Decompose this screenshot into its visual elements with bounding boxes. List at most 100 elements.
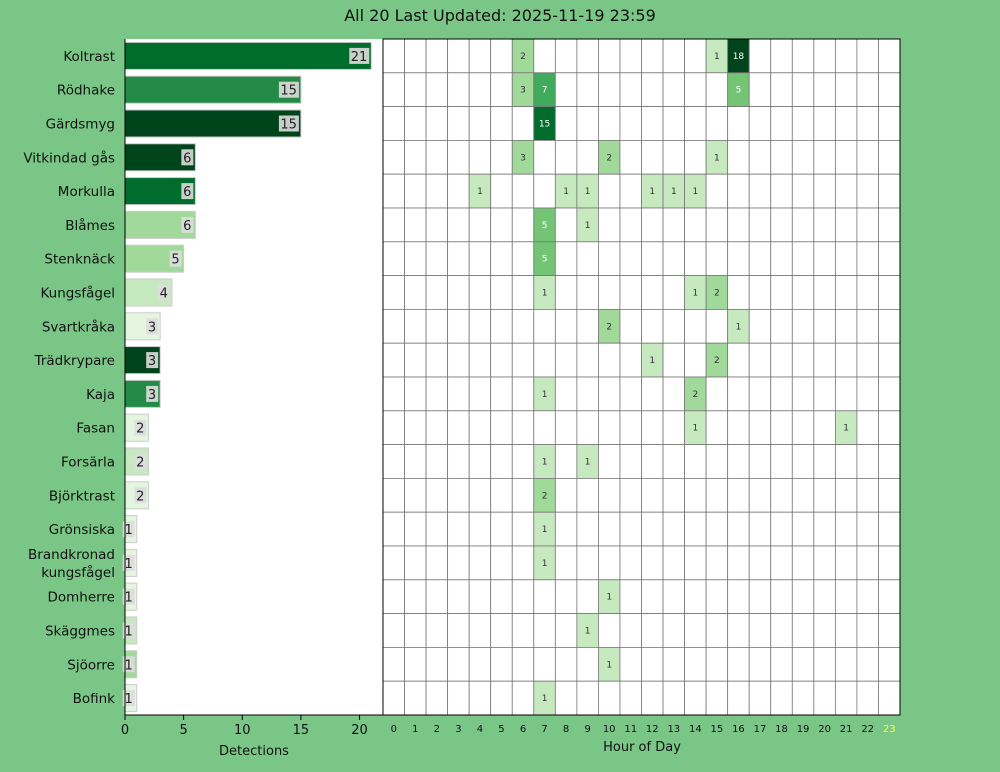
heatmap-cell [533,308,556,344]
hour-tick-label: 8 [563,724,569,735]
heatmap-cell [598,477,621,513]
hour-tick-label: 10 [603,724,616,735]
heatmap-cell [447,376,470,412]
category-label: Kaja [86,387,115,403]
heatmap-cell [404,613,427,648]
heatmap-cell [511,545,535,581]
heatmap-cell [791,579,815,614]
heatmap-cell [576,647,599,682]
heatmap-cell [447,72,470,108]
heatmap-cell [619,579,642,614]
heatmap-cell [684,477,707,513]
bar-value-label-bg [278,115,299,132]
heatmap-cell [834,38,858,74]
category-label: Grönsiska [49,522,115,538]
heatmap-cell [619,613,642,648]
heatmap-cell [748,173,772,209]
heatmap-cell [662,376,685,412]
heatmap-cell [598,241,621,277]
bar-value-label: 15 [280,118,297,133]
heatmap-cell [598,511,621,547]
heatmap-cell [705,241,729,277]
heatmap-cell [533,613,556,648]
heatmap-cell [856,275,879,310]
heatmap-cell [813,106,836,141]
heatmap-cell [554,545,578,581]
heatmap-cell [856,342,879,378]
heatmap-cell [641,207,664,243]
heatmap-cell [813,444,836,479]
heatmap-cell [533,173,556,209]
heatmap-cell [791,444,815,479]
bar [124,109,302,138]
heatmap-cell [727,680,750,716]
bar-value-label: 1 [124,625,132,640]
heatmap-cell [576,275,599,310]
heatmap-cell [447,444,470,479]
heatmap-cell [619,376,642,412]
heatmap-cell [684,139,707,175]
heatmap-cell [404,275,427,310]
heatmap-cell [684,106,707,141]
hour-tick-label: 22 [861,724,874,735]
x-tick-label: 10 [234,723,251,738]
hour-tick-label: 17 [754,724,767,735]
heatmap-cell [425,241,449,277]
heatmap-cell [382,38,405,74]
hour-tick-label: 9 [584,724,590,735]
bar-value-label: 2 [136,422,144,437]
heatmap-cell [404,444,427,479]
heatmap-cell [641,308,664,344]
heatmap-cell [404,72,427,108]
heatmap-cell [490,308,513,344]
bar-value-label: 2 [136,456,144,471]
heatmap-cell [554,376,578,412]
heatmap-cell [404,647,427,682]
heatmap-cell [770,72,793,108]
heatmap-cell-value: 2 [714,289,720,299]
heatmap-cell [425,275,449,310]
heatmap-cell [813,545,836,581]
heatmap-cell-value: 1 [606,593,612,603]
heatmap-cell [619,680,642,716]
heatmap-cell [425,308,449,344]
heatmap-cell [770,545,793,581]
heatmap-cell [425,207,449,243]
heatmap-cell [490,410,513,445]
heatmap-cell [878,72,901,108]
heatmap-cell [598,376,621,412]
category-label: Koltrast [63,49,115,65]
heatmap-cell [511,207,535,243]
heatmap-cell [447,511,470,547]
heatmap-cell [576,579,599,614]
heatmap-cell [468,139,492,175]
heatmap-cell [598,207,621,243]
heatmap-cell [619,545,642,581]
heatmap-cell [447,241,470,277]
heatmap-cell [791,342,815,378]
bar-value-label-bg [134,487,147,504]
heatmap-cell [834,139,858,175]
hour-tick-label: 23 [883,724,896,735]
heatmap-cell [576,511,599,547]
heatmap-cell [856,106,879,141]
heatmap-cell [619,647,642,682]
heatmap-cell [490,72,513,108]
heatmap-cell [662,680,685,716]
heatmap-cell [662,275,685,310]
category-label: Stenknäck [44,252,115,268]
chart-title: All 20 Last Updated: 2025-11-19 23:59 [344,6,656,25]
heatmap-cell [791,376,815,412]
heatmap-cell [662,106,685,141]
category-label: Kungsfågel [40,285,115,302]
hour-tick-label: 4 [477,724,483,735]
category-label: Bofink [73,691,116,707]
heatmap-cell [490,207,513,243]
heatmap-cell [791,38,815,74]
heatmap-cell-value: 1 [692,424,698,434]
heatmap-cell [834,680,858,716]
heatmap-cell [770,680,793,716]
heatmap-cell [533,579,556,614]
hour-tick-label: 3 [455,724,461,735]
